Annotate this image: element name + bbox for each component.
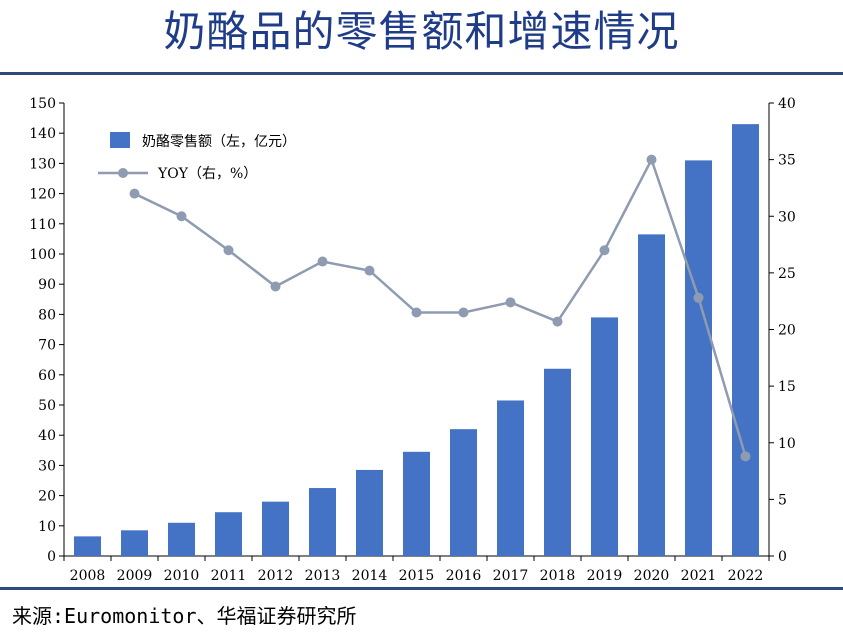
yoy-point	[646, 154, 657, 165]
x-tick-label: 2012	[258, 568, 294, 584]
legend-bar-swatch	[110, 132, 130, 148]
yoy-point	[270, 281, 281, 292]
x-tick-label: 2015	[399, 568, 435, 584]
y2-tick-label: 10	[778, 436, 796, 452]
yoy-point	[552, 316, 563, 327]
bar	[685, 160, 712, 556]
y-tick-label: 110	[29, 217, 56, 233]
yoy-point	[176, 211, 187, 222]
legend-line-label: YOY（右，%）	[157, 166, 257, 182]
x-tick-label: 2010	[164, 568, 200, 584]
yoy-point	[458, 307, 469, 318]
y-tick-label: 70	[38, 338, 56, 354]
yoy-point	[129, 188, 140, 199]
y2-tick-label: 30	[778, 209, 796, 225]
y2-tick-label: 15	[778, 379, 796, 395]
y2-tick-label: 5	[778, 492, 787, 508]
x-tick-label: 2020	[634, 568, 670, 584]
bar	[121, 530, 148, 556]
yoy-point	[693, 292, 704, 303]
x-tick-label: 2022	[728, 568, 764, 584]
y-tick-label: 20	[38, 489, 56, 505]
yoy-point	[317, 256, 328, 267]
footer-divider	[0, 587, 843, 590]
x-tick-label: 2018	[540, 568, 576, 584]
bar	[309, 488, 336, 556]
x-tick-label: 2013	[305, 568, 341, 584]
yoy-line	[133, 156, 747, 457]
y-tick-label: 90	[38, 277, 56, 293]
bar-series	[74, 124, 759, 556]
bar	[403, 451, 430, 556]
y-tick-label: 140	[29, 126, 56, 142]
y-tick-label: 120	[29, 187, 56, 203]
y-tick-label: 10	[38, 519, 56, 535]
legend: 奶酪零售额（左，亿元） YOY（右，%）	[98, 132, 296, 182]
y2-tick-label: 35	[778, 153, 796, 169]
y-tick-label: 100	[29, 247, 56, 263]
yoy-point	[364, 265, 375, 276]
source-note: 来源:Euromonitor、华福证券研究所	[12, 604, 357, 628]
bar	[262, 501, 289, 556]
yoy-point	[505, 297, 516, 308]
x-tick-label: 2017	[493, 568, 529, 584]
chart-title: 奶酪品的零售额和增速情况	[163, 7, 680, 56]
y-tick-label: 80	[38, 307, 56, 323]
bar	[215, 512, 242, 556]
y-tick-label: 50	[38, 398, 56, 414]
y-tick-label: 130	[29, 156, 56, 172]
x-tick-label: 2008	[70, 568, 106, 584]
x-tick-label: 2009	[117, 568, 153, 584]
bar	[638, 234, 665, 556]
chart-axes: 0 10 20 30 40 50 60 70 80 90 100 110 120 130 140 150 0 5 1…	[29, 96, 796, 584]
bar	[591, 317, 618, 556]
x-tick-label: 2011	[211, 568, 247, 584]
y-tick-label: 40	[38, 428, 56, 444]
y-tick-label: 0	[47, 549, 56, 565]
legend-bar-label: 奶酪零售额（左，亿元）	[142, 134, 296, 150]
bar	[356, 469, 383, 556]
y2-tick-label: 40	[778, 96, 796, 112]
x-tick-label: 2019	[587, 568, 623, 584]
x-tick-label: 2014	[352, 568, 388, 584]
yoy-point	[740, 451, 751, 462]
legend-line-marker	[118, 168, 128, 178]
y2-tick-label: 0	[778, 549, 787, 565]
y-tick-label: 150	[29, 96, 56, 112]
bar	[450, 429, 477, 556]
x-tick-label: 2016	[446, 568, 482, 584]
y-tick-label: 30	[38, 458, 56, 474]
yoy-point	[411, 307, 422, 318]
y2-tick-label: 20	[778, 323, 796, 339]
y2-tick-label: 25	[778, 266, 796, 282]
bar	[497, 400, 524, 556]
yoy-point	[223, 245, 234, 256]
y-tick-label: 60	[38, 368, 56, 384]
bar	[74, 536, 101, 556]
x-tick-label: 2021	[681, 568, 717, 584]
yoy-point	[599, 245, 610, 256]
line-series	[129, 154, 751, 462]
bar	[168, 522, 195, 556]
title-divider	[0, 72, 843, 75]
bar	[732, 124, 759, 556]
bar	[544, 368, 571, 556]
